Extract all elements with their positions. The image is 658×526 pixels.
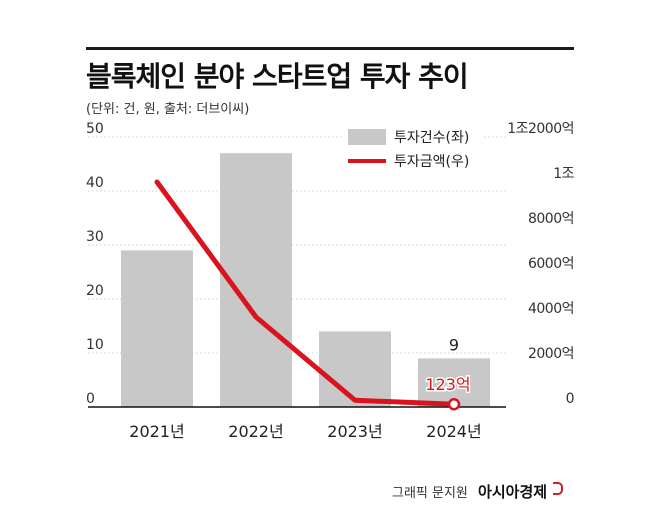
right-axis-ticks: 0 2000억 4000억 6000억 8000억 1조 1조2000억 bbox=[507, 121, 575, 407]
legend-label: 투자금액(우) bbox=[394, 154, 469, 170]
right-axis-tick-label: 1조2000억 bbox=[507, 121, 574, 137]
series-line bbox=[154, 179, 457, 407]
page-title: 블록체인 분야 스타트업 투자 추이 bbox=[86, 60, 469, 93]
right-axis-tick-label: 6000억 bbox=[528, 256, 574, 272]
brand-name: 아시아경제 bbox=[478, 483, 548, 501]
x-axis-tick-label: 2024년 bbox=[426, 422, 481, 441]
left-axis-tick-label: 40 bbox=[86, 175, 104, 191]
top-rule bbox=[86, 47, 574, 50]
line-data-label: 123억 bbox=[425, 375, 470, 394]
bar bbox=[319, 331, 391, 407]
x-axis-tick-label: 2022년 bbox=[228, 422, 283, 441]
page-subtitle: (단위: 건, 원, 출처: 더브이씨) bbox=[86, 102, 250, 117]
right-axis-tick-label: 0 bbox=[566, 391, 574, 407]
bar bbox=[121, 250, 193, 407]
legend: 투자건수(좌) 투자금액(우) bbox=[342, 121, 482, 175]
legend-swatch-bar bbox=[348, 129, 386, 145]
line-point-marker bbox=[447, 397, 461, 411]
right-axis-tick-label: 4000억 bbox=[528, 301, 574, 317]
left-axis-tick-label: 10 bbox=[86, 337, 104, 353]
right-axis-tick-label: 2000억 bbox=[528, 346, 574, 362]
legend-label: 투자건수(좌) bbox=[394, 130, 469, 146]
right-axis-tick-label: 1조 bbox=[553, 166, 574, 182]
bar-series: 9 bbox=[121, 153, 490, 407]
right-axis-tick-label: 8000억 bbox=[528, 211, 574, 227]
left-axis-tick-label: 0 bbox=[86, 391, 95, 407]
x-axis-ticks: 2021년 2022년 2023년 2024년 bbox=[129, 422, 481, 441]
left-axis-tick-label: 20 bbox=[86, 283, 104, 299]
x-axis-tick-label: 2023년 bbox=[327, 422, 382, 441]
bar-data-label: 9 bbox=[449, 335, 459, 354]
line-series: 123억 bbox=[154, 179, 472, 411]
left-axis-tick-label: 50 bbox=[86, 121, 104, 137]
left-axis-tick-label: 30 bbox=[86, 229, 104, 245]
left-axis-ticks: 0 10 20 30 40 50 bbox=[86, 121, 104, 407]
brand-logo-icon bbox=[553, 482, 564, 495]
credit-text: 그래픽 문지원 bbox=[392, 486, 468, 501]
credit: 그래픽 문지원 아시아경제 bbox=[392, 481, 564, 502]
x-axis-tick-label: 2021년 bbox=[129, 422, 184, 441]
